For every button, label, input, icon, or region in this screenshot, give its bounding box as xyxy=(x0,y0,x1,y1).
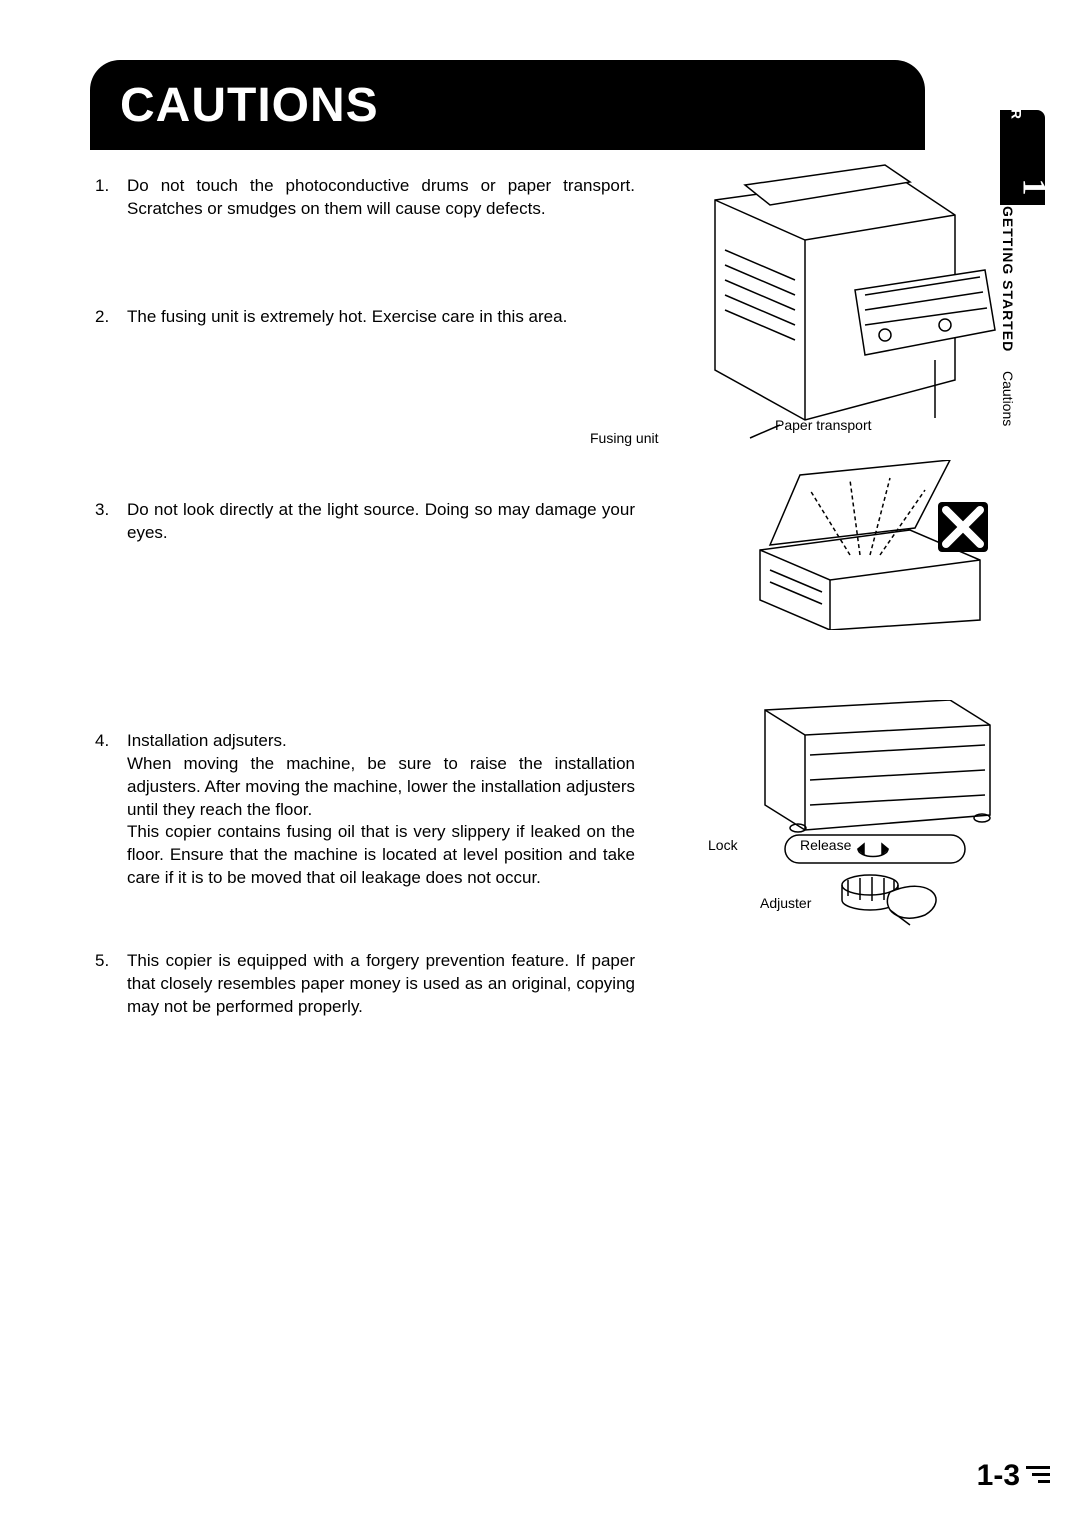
list-item: 4. Installation adjsuters. When moving t… xyxy=(95,730,635,891)
list-item: 2. The fusing unit is extremely hot. Exe… xyxy=(95,306,635,329)
item-text: This copier is equipped with a forgery p… xyxy=(127,950,635,1019)
item-number: 1. xyxy=(95,175,127,221)
page-number: 1-3 xyxy=(977,1459,1020,1493)
item-number: 5. xyxy=(95,950,127,1019)
chapter-number: 1 xyxy=(1015,179,1053,196)
subsection-name: Cautions xyxy=(1000,371,1016,426)
figure-label-adjuster: Adjuster xyxy=(760,895,811,911)
chapter-label: CHAPTER xyxy=(1009,45,1025,120)
section-name: GETTING STARTED xyxy=(1000,206,1016,352)
item-number: 2. xyxy=(95,306,127,329)
item-text: When moving the machine, be sure to rais… xyxy=(127,753,635,822)
caution-list: 1. Do not touch the photoconductive drum… xyxy=(95,175,635,1029)
item-number: 3. xyxy=(95,499,127,545)
figure-label-paper-transport: Paper transport xyxy=(775,417,872,433)
item-text: Do not touch the photoconductive drums o… xyxy=(127,175,635,221)
chapter-breadcrumb: GETTING STARTED Cautions xyxy=(1000,206,1048,446)
item-text: This copier contains fusing oil that is … xyxy=(127,821,635,890)
list-item: 3. Do not look directly at the light sou… xyxy=(95,499,635,545)
figure-label-release: Release xyxy=(800,837,851,853)
list-item: 1. Do not touch the photoconductive drum… xyxy=(95,175,635,221)
copier-open-illustration xyxy=(655,160,1000,460)
page-title: CAUTIONS xyxy=(120,78,379,133)
item-text: Do not look directly at the light source… xyxy=(127,499,635,545)
copier-light-illustration xyxy=(740,460,1000,630)
figure-label-lock: Lock xyxy=(708,837,738,853)
list-item: 5. This copier is equipped with a forger… xyxy=(95,950,635,1019)
header-bar: CAUTIONS xyxy=(90,60,925,150)
item-text: The fusing unit is extremely hot. Exerci… xyxy=(127,306,635,329)
page-number-ornament-icon xyxy=(1026,1462,1050,1483)
item-text: Installation adjsuters. xyxy=(127,730,635,753)
page: CAUTIONS CHAPTER 1 GETTING STARTED Cauti… xyxy=(0,0,1080,1528)
figure-label-fusing: Fusing unit xyxy=(590,430,658,446)
item-number: 4. xyxy=(95,730,127,891)
